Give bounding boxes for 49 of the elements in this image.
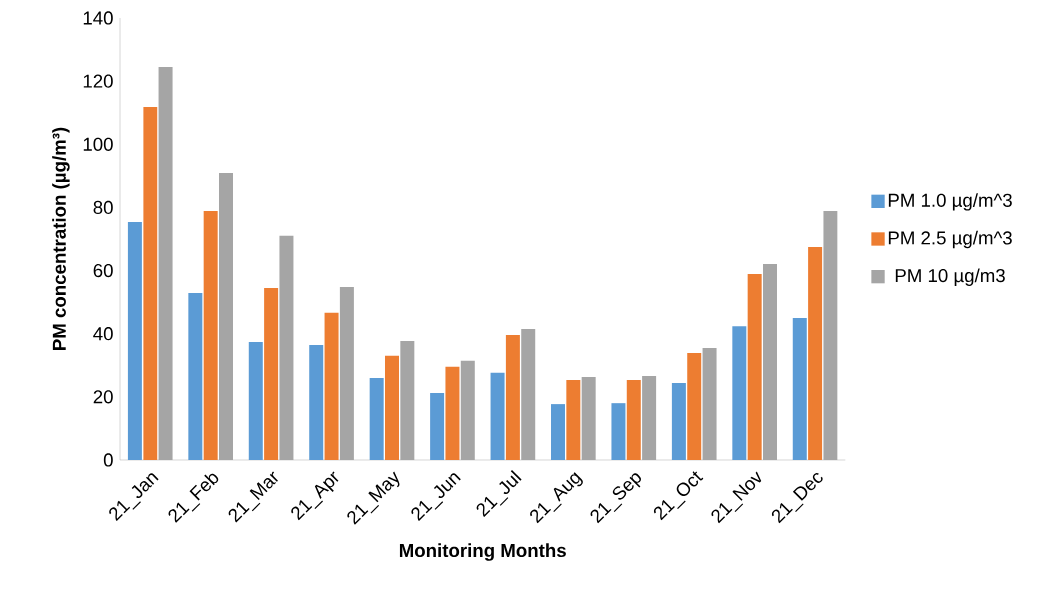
legend-label: PM 2.5 µg/m^3 bbox=[888, 230, 1012, 249]
bar bbox=[369, 377, 384, 460]
bar bbox=[309, 345, 324, 460]
y-tick-label: 0 bbox=[103, 453, 113, 467]
y-axis-title: PM concentration (µg/m³) bbox=[52, 127, 70, 350]
bar bbox=[687, 352, 702, 460]
bar bbox=[127, 221, 142, 460]
x-axis-title: Monitoring Months bbox=[399, 543, 566, 561]
legend-label: PM 1.0 µg/m^3 bbox=[888, 193, 1012, 211]
y-tick-label: 40 bbox=[93, 327, 113, 341]
bar bbox=[702, 347, 717, 460]
bar bbox=[324, 312, 339, 460]
bar bbox=[551, 404, 565, 460]
bar bbox=[460, 360, 475, 460]
bar bbox=[430, 393, 445, 460]
bar bbox=[279, 235, 294, 460]
y-tick-label: 140 bbox=[83, 11, 113, 25]
bar bbox=[626, 380, 641, 460]
legend-label: PM 10 µg/m3 bbox=[895, 268, 1005, 286]
bar bbox=[823, 210, 838, 460]
bar bbox=[219, 173, 234, 460]
bar bbox=[143, 107, 158, 460]
bar bbox=[400, 340, 415, 460]
y-tick-label: 80 bbox=[93, 200, 113, 215]
bar bbox=[747, 274, 762, 460]
bar bbox=[505, 334, 520, 460]
bar bbox=[611, 403, 626, 460]
y-tick-label: 100 bbox=[83, 137, 113, 151]
bar bbox=[581, 376, 596, 460]
y-tick-label: 20 bbox=[93, 390, 113, 404]
bar bbox=[792, 317, 807, 460]
bar bbox=[445, 366, 460, 460]
bar bbox=[203, 210, 218, 460]
bar bbox=[248, 341, 263, 460]
bar bbox=[264, 287, 279, 460]
bar bbox=[642, 376, 657, 460]
bar bbox=[188, 292, 203, 460]
bar bbox=[490, 372, 505, 460]
y-tick-label: 60 bbox=[93, 263, 113, 278]
bar bbox=[385, 355, 399, 460]
bar bbox=[763, 263, 777, 460]
bar bbox=[808, 246, 823, 460]
bar bbox=[158, 66, 173, 460]
y-tick-label: 120 bbox=[83, 74, 113, 88]
bar bbox=[339, 286, 354, 460]
bar bbox=[671, 382, 686, 460]
bar bbox=[732, 326, 747, 460]
bar bbox=[521, 328, 536, 460]
bar bbox=[566, 380, 581, 460]
